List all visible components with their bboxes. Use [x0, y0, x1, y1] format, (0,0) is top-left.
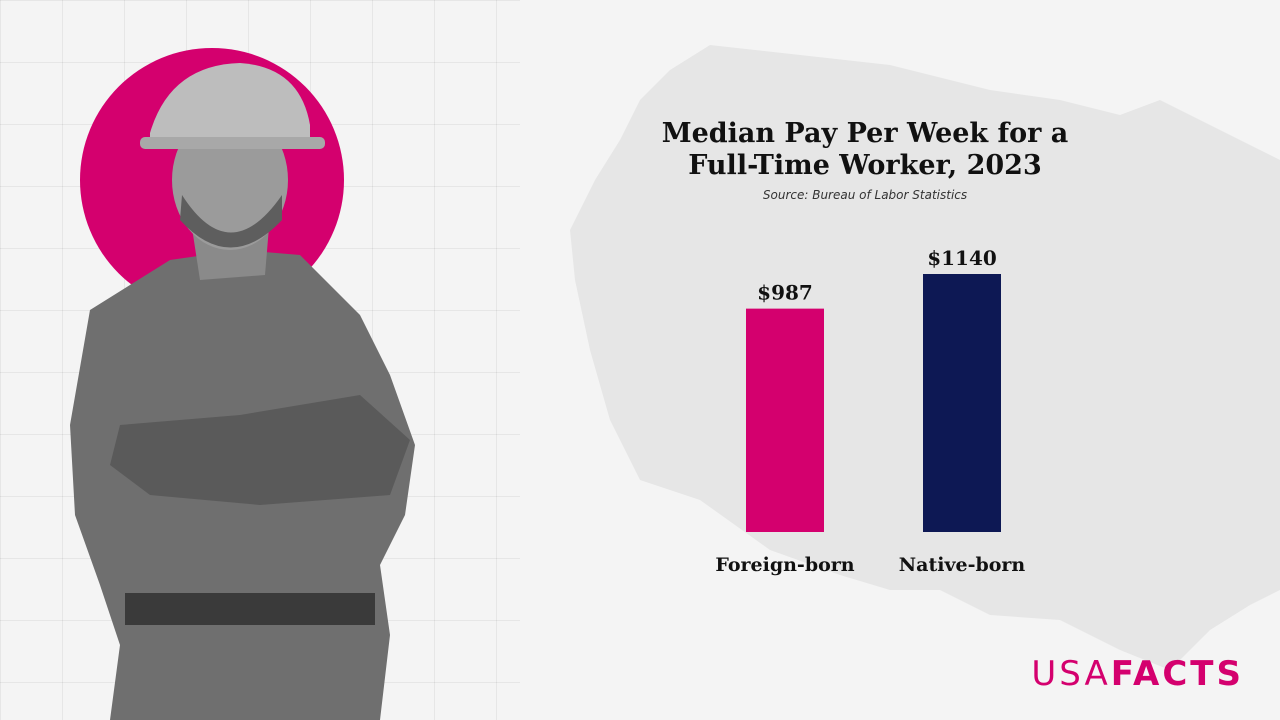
usafacts-logo: USAFACTS — [1031, 654, 1244, 694]
value-label-native-born: $1140 — [927, 246, 997, 270]
belt — [125, 593, 375, 625]
category-label-foreign-born: Foreign-born — [715, 554, 854, 576]
chart-title-line1: Median Pay Per Week for a — [661, 118, 1069, 149]
bar-chart: $987 Foreign-born $1140 Native-born — [715, 246, 1026, 576]
logo-usa: USA — [1031, 654, 1111, 694]
chart-source: Source: Bureau of Labor Statistics — [762, 188, 968, 202]
logo-facts: FACTS — [1110, 654, 1244, 694]
worker-photo — [70, 48, 415, 720]
chart-title-line2: Full-Time Worker, 2023 — [688, 150, 1042, 181]
chart-header: Median Pay Per Week for a Full-Time Work… — [640, 118, 1090, 202]
hard-hat-icon — [150, 63, 310, 143]
chart-title: Median Pay Per Week for a Full-Time Work… — [640, 118, 1090, 182]
category-label-native-born: Native-born — [899, 554, 1026, 576]
bar-foreign-born — [746, 308, 824, 532]
bar-native-born — [923, 274, 1001, 532]
value-label-foreign-born: $987 — [757, 281, 813, 305]
